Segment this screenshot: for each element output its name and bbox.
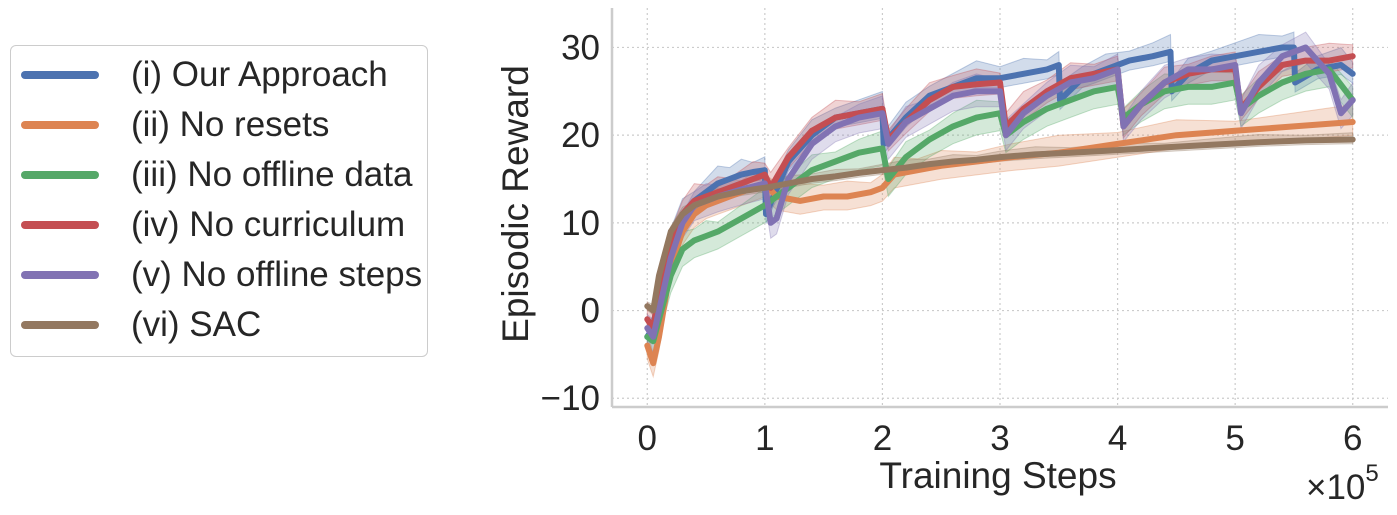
x-tick-labels: 0 1 2 3 4 5 6 <box>638 419 1363 458</box>
legend-item-no-offline-data: (iii) No offline data <box>21 150 412 200</box>
legend-swatch-sac <box>21 321 99 329</box>
legend-swatch-our-approach <box>21 71 99 79</box>
legend-item-sac: (vi) SAC <box>21 300 261 350</box>
legend-swatch-no-offline-data <box>21 171 99 179</box>
x-tick-label: 2 <box>873 419 892 458</box>
x-multiplier-base: ×10 <box>1306 468 1365 507</box>
y-tick-label: 0 <box>581 292 600 331</box>
series-line <box>644 44 1356 340</box>
x-tick-label: 1 <box>755 419 774 458</box>
legend-label-no-offline-steps: (v) No offline steps <box>131 255 423 294</box>
x-tick-label: 4 <box>1108 419 1127 458</box>
series-line <box>644 66 1356 345</box>
x-tick-label: 5 <box>1225 419 1244 458</box>
legend-swatch-no-offline-steps <box>21 271 99 279</box>
y-tick-label: 10 <box>561 204 600 243</box>
legend-item-no-resets: (ii) No resets <box>21 100 329 150</box>
y-tick-labels: −10 0 10 20 30 <box>541 28 600 418</box>
legend-label-no-resets: (ii) No resets <box>131 105 330 144</box>
y-tick-label: −10 <box>541 379 600 418</box>
legend-label-sac: (vi) SAC <box>131 305 262 344</box>
legend-item-our-approach: (i) Our Approach <box>21 50 388 100</box>
legend: (i) Our Approach (ii) No resets (iii) No… <box>10 45 428 357</box>
y-tick-label: 30 <box>561 28 600 67</box>
legend-label-our-approach: (i) Our Approach <box>131 55 388 94</box>
x-axis-title: Training Steps <box>879 455 1116 496</box>
x-multiplier: ×105 <box>1306 460 1379 507</box>
y-tick-label: 20 <box>561 116 600 155</box>
x-tick-label: 6 <box>1343 419 1362 458</box>
legend-label-no-curriculum: (iv) No curriculum <box>131 205 406 244</box>
series-line <box>644 136 1356 314</box>
x-multiplier-exponent: 5 <box>1365 460 1378 487</box>
legend-item-no-curriculum: (iv) No curriculum <box>21 200 405 250</box>
series-lines <box>644 44 1356 367</box>
x-tick-label: 3 <box>990 419 1009 458</box>
legend-swatch-no-curriculum <box>21 221 99 229</box>
x-tick-label: 0 <box>638 419 657 458</box>
y-axis-title: Episodic Reward <box>495 65 536 343</box>
legend-item-no-offline-steps: (v) No offline steps <box>21 250 422 300</box>
legend-swatch-no-resets <box>21 121 99 129</box>
legend-label-no-offline-data: (iii) No offline data <box>131 155 413 194</box>
